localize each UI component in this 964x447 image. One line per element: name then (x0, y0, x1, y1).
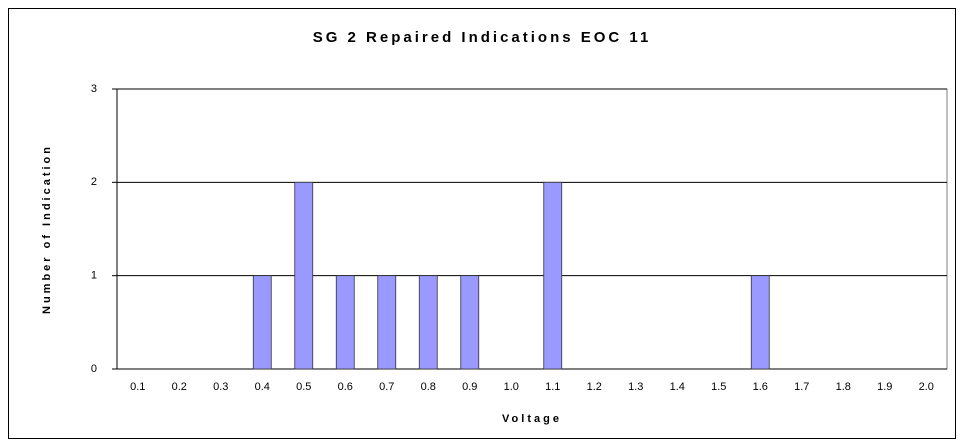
bar (294, 181, 314, 370)
bar (543, 181, 563, 370)
bar (460, 275, 480, 370)
y-tick-label: 1 (91, 270, 97, 282)
x-tick-label: 1.7 (794, 381, 809, 393)
x-tick-label: 0.5 (296, 381, 311, 393)
y-axis-label: Number of Indication (41, 144, 53, 314)
bar (252, 275, 272, 370)
x-tick-label: 0.9 (462, 381, 477, 393)
x-tick-label: 1.3 (628, 381, 643, 393)
plot-area (116, 88, 948, 370)
x-tick-label: 0.8 (421, 381, 436, 393)
x-tick-label: 0.6 (338, 381, 353, 393)
x-tick-label: 0.4 (255, 381, 270, 393)
bar (335, 275, 355, 370)
y-tick-label: 3 (91, 83, 97, 95)
x-tick-label: 1.8 (836, 381, 851, 393)
x-tick-label: 1.6 (753, 381, 768, 393)
x-tick-label: 2.0 (919, 381, 934, 393)
x-tick-label: 1.4 (670, 381, 685, 393)
x-tick-label: 0.1 (130, 381, 145, 393)
y-tick-label: 0 (91, 363, 97, 375)
y-tick-label: 2 (91, 176, 97, 188)
chart-title: SG 2 Repaired Indications EOC 11 (313, 29, 652, 46)
x-tick-label: 0.2 (172, 381, 187, 393)
x-tick-label: 1.1 (545, 381, 560, 393)
x-tick-label: 1.9 (877, 381, 892, 393)
x-tick-label: 1.5 (711, 381, 726, 393)
bar (750, 275, 770, 370)
x-tick-label: 0.3 (213, 381, 228, 393)
x-tick-label: 1.0 (504, 381, 519, 393)
x-tick-label: 0.7 (379, 381, 394, 393)
x-axis-label: Voltage (502, 413, 562, 425)
x-tick-label: 1.2 (587, 381, 602, 393)
bar (418, 275, 438, 370)
bar (377, 275, 397, 370)
